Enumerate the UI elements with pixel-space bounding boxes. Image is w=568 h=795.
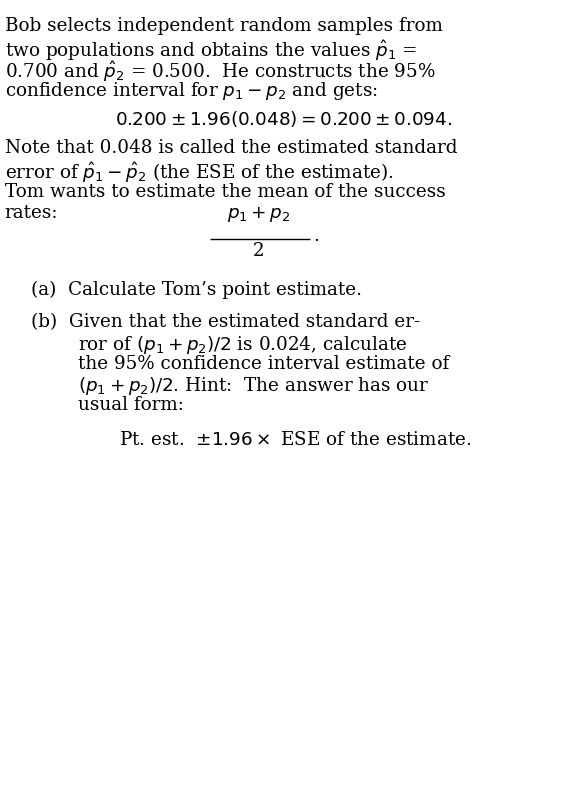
- Text: the 95% confidence interval estimate of: the 95% confidence interval estimate of: [78, 355, 450, 373]
- Text: Bob selects independent random samples from: Bob selects independent random samples f…: [5, 17, 442, 36]
- Text: $0.200 \pm 1.96(0.048) = 0.200 \pm 0.094.$: $0.200 \pm 1.96(0.048) = 0.200 \pm 0.094…: [115, 109, 453, 129]
- Text: (a)  Calculate Tom’s point estimate.: (a) Calculate Tom’s point estimate.: [31, 281, 362, 299]
- Text: two populations and obtains the values $\hat{p}_1$ =: two populations and obtains the values $…: [5, 38, 417, 63]
- Text: rates:: rates:: [5, 204, 58, 222]
- Text: ror of $(p_1 + p_2)/2$ is 0.024, calculate: ror of $(p_1 + p_2)/2$ is 0.024, calcula…: [78, 334, 408, 356]
- Text: (b)  Given that the estimated standard er-: (b) Given that the estimated standard er…: [31, 313, 420, 332]
- Text: 0.700 and $\hat{p}_2$ = 0.500.  He constructs the 95%: 0.700 and $\hat{p}_2$ = 0.500. He constr…: [5, 59, 435, 83]
- Text: Pt. est.  $\pm 1.96 \times$ ESE of the estimate.: Pt. est. $\pm 1.96 \times$ ESE of the es…: [119, 431, 472, 449]
- Text: $p_1 + p_2$: $p_1 + p_2$: [227, 205, 290, 224]
- Text: error of $\hat{p}_1 - \hat{p}_2$ (the ESE of the estimate).: error of $\hat{p}_1 - \hat{p}_2$ (the ES…: [5, 160, 393, 184]
- Text: $(p_1 + p_2)/2$. Hint:  The answer has our: $(p_1 + p_2)/2$. Hint: The answer has ou…: [78, 375, 430, 398]
- Text: usual form:: usual form:: [78, 396, 184, 414]
- Text: confidence interval for $p_1 - p_2$ and gets:: confidence interval for $p_1 - p_2$ and …: [5, 80, 377, 102]
- Text: Tom wants to estimate the mean of the success: Tom wants to estimate the mean of the su…: [5, 183, 445, 201]
- Text: Note that 0.048 is called the estimated standard: Note that 0.048 is called the estimated …: [5, 139, 457, 157]
- Text: 2: 2: [253, 242, 264, 261]
- Text: .: .: [314, 227, 319, 245]
